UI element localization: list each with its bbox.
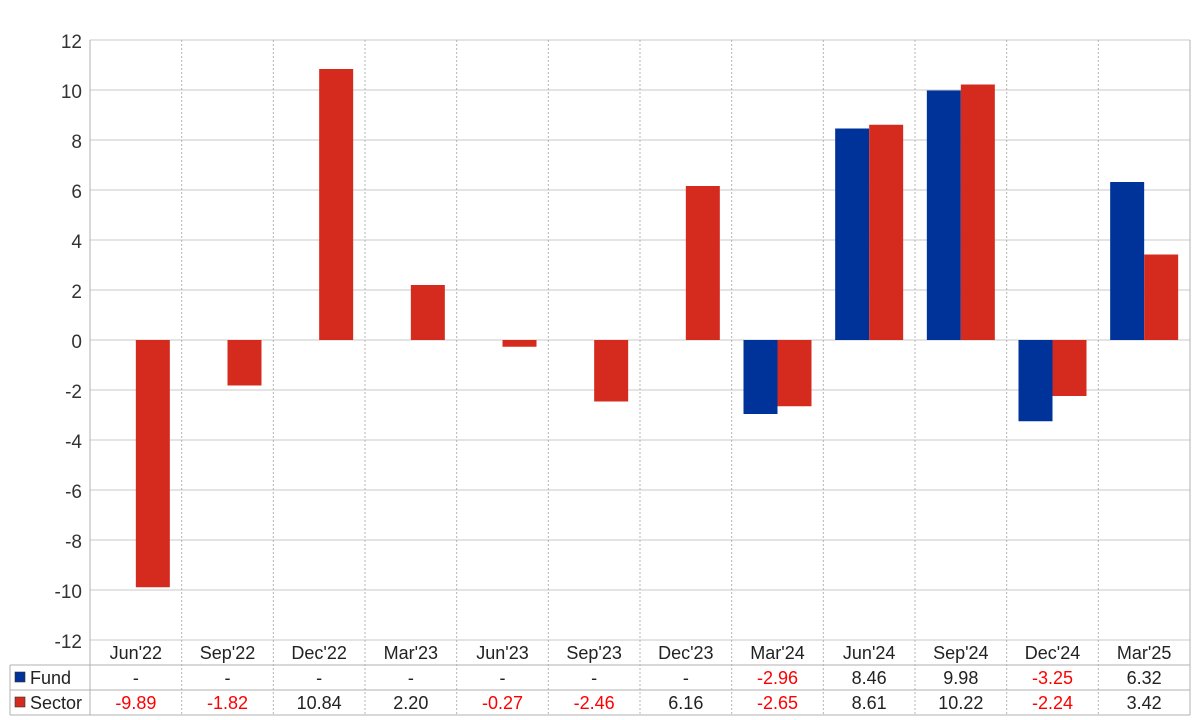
data-label-sector-10: -2.24	[1032, 693, 1073, 713]
data-label-fund-7: -2.96	[757, 668, 798, 688]
data-label-sector-6: 6.16	[668, 693, 703, 713]
y-tick-label: 12	[61, 32, 82, 53]
bar-fund-8	[835, 128, 870, 340]
bar-sector-8	[869, 124, 904, 340]
data-table: Jun'22 Sep'22 Dec'22 Mar'23 Jun'23 Sep'23 Dec'…	[9, 643, 1190, 716]
y-tick-label: -8	[65, 532, 82, 553]
legend-swatch-sector	[14, 696, 26, 708]
data-label-sector-8: 8.61	[852, 693, 887, 713]
data-label-fund-10: -3.25	[1032, 668, 1073, 688]
x-tick-label: Jun'23	[476, 643, 528, 663]
x-tick-label: Sep'23	[566, 643, 622, 663]
data-label-sector-5: -2.46	[574, 693, 615, 713]
legend-label-fund: Fund	[30, 668, 71, 688]
bar-fund-9	[926, 90, 961, 340]
bar-sector-1	[227, 340, 262, 386]
bar-sector-5	[594, 340, 629, 402]
data-label-fund-0: -	[133, 668, 139, 688]
y-tick-label: 10	[61, 82, 82, 103]
bar-sector-6	[685, 186, 720, 340]
x-tick-label: Dec'22	[291, 643, 346, 663]
data-label-fund-9: 9.98	[943, 668, 978, 688]
x-tick-label: Mar'24	[750, 643, 804, 663]
y-axis-tick-labels: 12 10 8 6 4 2 0 -2 -4 -6 -8 -10 -12	[55, 32, 83, 653]
data-label-sector-0: -9.89	[115, 693, 156, 713]
data-label-fund-4: -	[500, 668, 506, 688]
data-label-fund-8: 8.46	[852, 668, 887, 688]
data-label-sector-7: -2.65	[757, 693, 798, 713]
data-label-fund-11: 6.32	[1127, 668, 1162, 688]
data-label-fund-2: -	[316, 668, 322, 688]
bar-sector-9	[960, 84, 995, 340]
x-tick-label: Mar'23	[384, 643, 438, 663]
bar-fund-7	[743, 340, 778, 414]
data-label-fund-1: -	[225, 668, 231, 688]
y-tick-label: 6	[71, 182, 82, 203]
x-tick-label: Jun'24	[843, 643, 895, 663]
x-tick-label: Dec'23	[658, 643, 713, 663]
x-tick-label: Dec'24	[1025, 643, 1080, 663]
bar-sector-11	[1144, 254, 1179, 340]
data-label-sector-9: 10.22	[938, 693, 983, 713]
bar-fund-11	[1110, 182, 1145, 340]
y-tick-label: -4	[65, 432, 82, 453]
data-label-fund-3: -	[408, 668, 414, 688]
y-tick-label: 0	[71, 332, 82, 353]
x-tick-label: Sep'22	[200, 643, 256, 663]
data-label-sector-2: 10.84	[297, 693, 342, 713]
x-tick-label: Mar'25	[1117, 643, 1171, 663]
data-label-fund-5: -	[591, 668, 597, 688]
bar-sector-3	[410, 285, 445, 340]
y-tick-label: -10	[55, 582, 82, 603]
bar-sector-4	[502, 340, 537, 347]
data-label-sector-3: 2.20	[393, 693, 428, 713]
y-tick-label: -12	[55, 632, 82, 653]
x-tick-label: Jun'22	[110, 643, 162, 663]
bar-sector-2	[319, 69, 354, 340]
y-tick-label: 4	[71, 232, 82, 253]
y-tick-label: 2	[71, 282, 82, 303]
data-label-fund-6: -	[683, 668, 689, 688]
y-tick-label: -6	[65, 482, 82, 503]
gridlines	[89, 39, 1191, 715]
y-tick-label: -2	[65, 382, 82, 403]
bar-fund-10	[1018, 340, 1053, 422]
bar-sector-0	[135, 340, 170, 588]
data-label-sector-11: 3.42	[1127, 693, 1162, 713]
bar-sector-7	[777, 340, 812, 407]
data-label-sector-1: -1.82	[207, 693, 248, 713]
data-label-sector-4: -0.27	[482, 693, 523, 713]
bars	[135, 69, 1179, 588]
legend-label-sector: Sector	[30, 693, 82, 713]
y-tick-label: 8	[71, 132, 82, 153]
bar-sector-10	[1052, 340, 1087, 396]
x-tick-label: Sep'24	[933, 643, 989, 663]
legend-swatch-fund	[14, 671, 26, 683]
